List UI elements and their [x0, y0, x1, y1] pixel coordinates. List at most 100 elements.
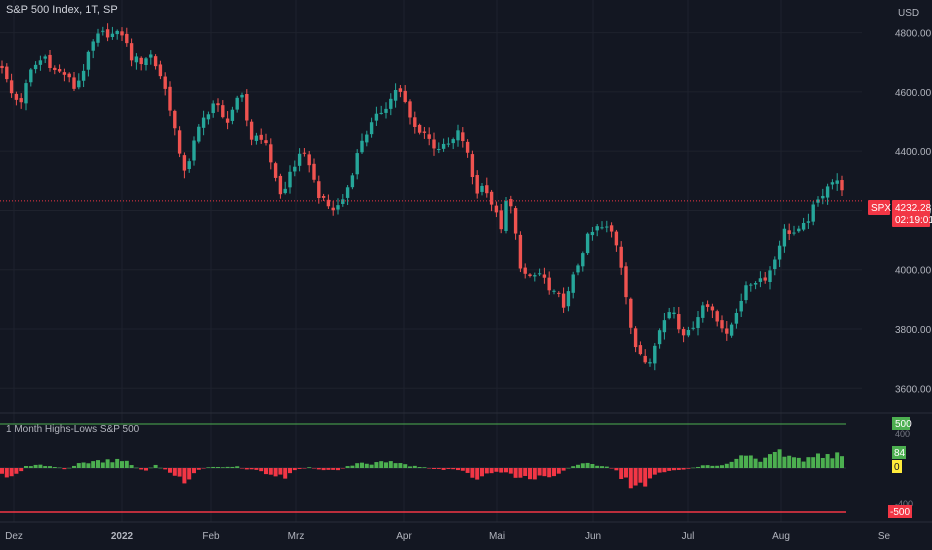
candle-body [629, 298, 633, 328]
histogram-bar [115, 458, 120, 468]
histogram-bar [652, 468, 657, 475]
candle-body [158, 64, 163, 77]
price-tick-label: 4600.00 [895, 88, 932, 99]
histogram-bar [4, 468, 9, 478]
level-high-badge: 500 [895, 419, 912, 430]
histogram-bar [508, 468, 513, 474]
candle-body [768, 270, 772, 282]
candle-body [537, 273, 542, 275]
candle-body [830, 182, 835, 185]
histogram-bar [499, 468, 504, 473]
candle-body [369, 122, 374, 135]
candle-body [763, 277, 767, 281]
zero-badge: 0 [894, 462, 900, 473]
indicator-axis[interactable]: 400 -400 [895, 429, 913, 509]
histogram-bar [470, 468, 475, 478]
histogram-bar [259, 468, 264, 472]
candle-body [182, 155, 187, 171]
time-tick-label: 2022 [111, 531, 134, 542]
candle-body [168, 86, 172, 111]
histogram-bar [811, 457, 816, 468]
candle-body [576, 265, 580, 273]
candle-body [710, 306, 715, 311]
histogram-bar [504, 468, 508, 473]
candle-body [336, 205, 340, 210]
candle-body [0, 65, 4, 69]
histogram-bar [417, 467, 422, 468]
candle-body [365, 134, 369, 143]
candle-body [278, 175, 283, 195]
histogram-bar [600, 466, 604, 468]
histogram-bar [283, 468, 288, 479]
histogram-bar [264, 468, 268, 475]
histogram-bar [331, 468, 336, 470]
price-tick-label: 4800.00 [895, 29, 932, 40]
price-tick-label: 4400.00 [895, 147, 932, 158]
candle-body [734, 313, 739, 324]
histogram-bar [14, 468, 19, 474]
histogram-bar [110, 462, 115, 468]
candle-body [701, 305, 705, 318]
histogram-bar [168, 468, 172, 473]
candle-body [513, 208, 518, 234]
histogram-bar [206, 467, 211, 468]
histogram-bar [19, 468, 24, 472]
histogram-bar [523, 468, 528, 476]
candle-body [355, 153, 359, 175]
histogram-bar [532, 468, 537, 480]
histogram-bar [604, 466, 609, 468]
histogram-bar [312, 468, 316, 469]
histogram-bar [446, 468, 451, 469]
candle-body [110, 33, 115, 37]
candle-body [590, 231, 595, 236]
histogram-bar [787, 455, 792, 468]
candle-body [293, 166, 297, 172]
grid-lines [0, 0, 932, 523]
candle-body [499, 210, 503, 230]
candle-body [345, 187, 350, 198]
candle-body [19, 98, 23, 103]
histogram-bar [105, 459, 110, 468]
candle-body [648, 362, 652, 364]
candle-body [115, 30, 119, 35]
symbol-title[interactable]: S&P 500 Index, 1T, SP [6, 4, 118, 16]
histogram-bar [609, 468, 614, 469]
candle-body [739, 300, 743, 312]
histogram-bar [547, 468, 552, 478]
time-axis[interactable]: Dez 2022 Feb Mrz Apr Mai Jun Jul Aug Se [5, 531, 890, 542]
histogram-bar [484, 468, 489, 474]
candle-body [787, 230, 791, 234]
candle-body [312, 163, 316, 180]
histogram-bar [43, 466, 48, 468]
candle-body [614, 231, 619, 246]
candle-body [245, 94, 249, 121]
candle-body [437, 148, 441, 150]
histogram-bar [566, 467, 571, 469]
histogram-bar [144, 468, 148, 471]
histogram-bar [350, 465, 355, 468]
candle-body [729, 324, 734, 336]
histogram-bar [0, 468, 4, 474]
candle-body [451, 139, 455, 144]
histogram-bar [734, 458, 739, 468]
histogram-bar [561, 468, 566, 471]
candle-body [705, 304, 710, 307]
candle-body [403, 90, 407, 102]
candle-body [29, 69, 33, 83]
candle-body [177, 130, 182, 154]
candle-body [681, 329, 686, 336]
candle-body [163, 76, 167, 89]
histogram-bar [192, 468, 196, 474]
candle-body [470, 154, 475, 178]
time-tick-label: Mai [489, 531, 505, 542]
candle-body [317, 181, 321, 199]
histogram-bar [638, 468, 643, 483]
candle-body [792, 232, 796, 234]
candle-body [201, 117, 206, 128]
histogram-bar [494, 468, 499, 472]
histogram-bar [460, 468, 465, 471]
histogram-bar [667, 468, 672, 471]
indicator-title[interactable]: 1 Month Highs-Lows S&P 500 [6, 424, 140, 435]
candle-body [638, 345, 643, 355]
